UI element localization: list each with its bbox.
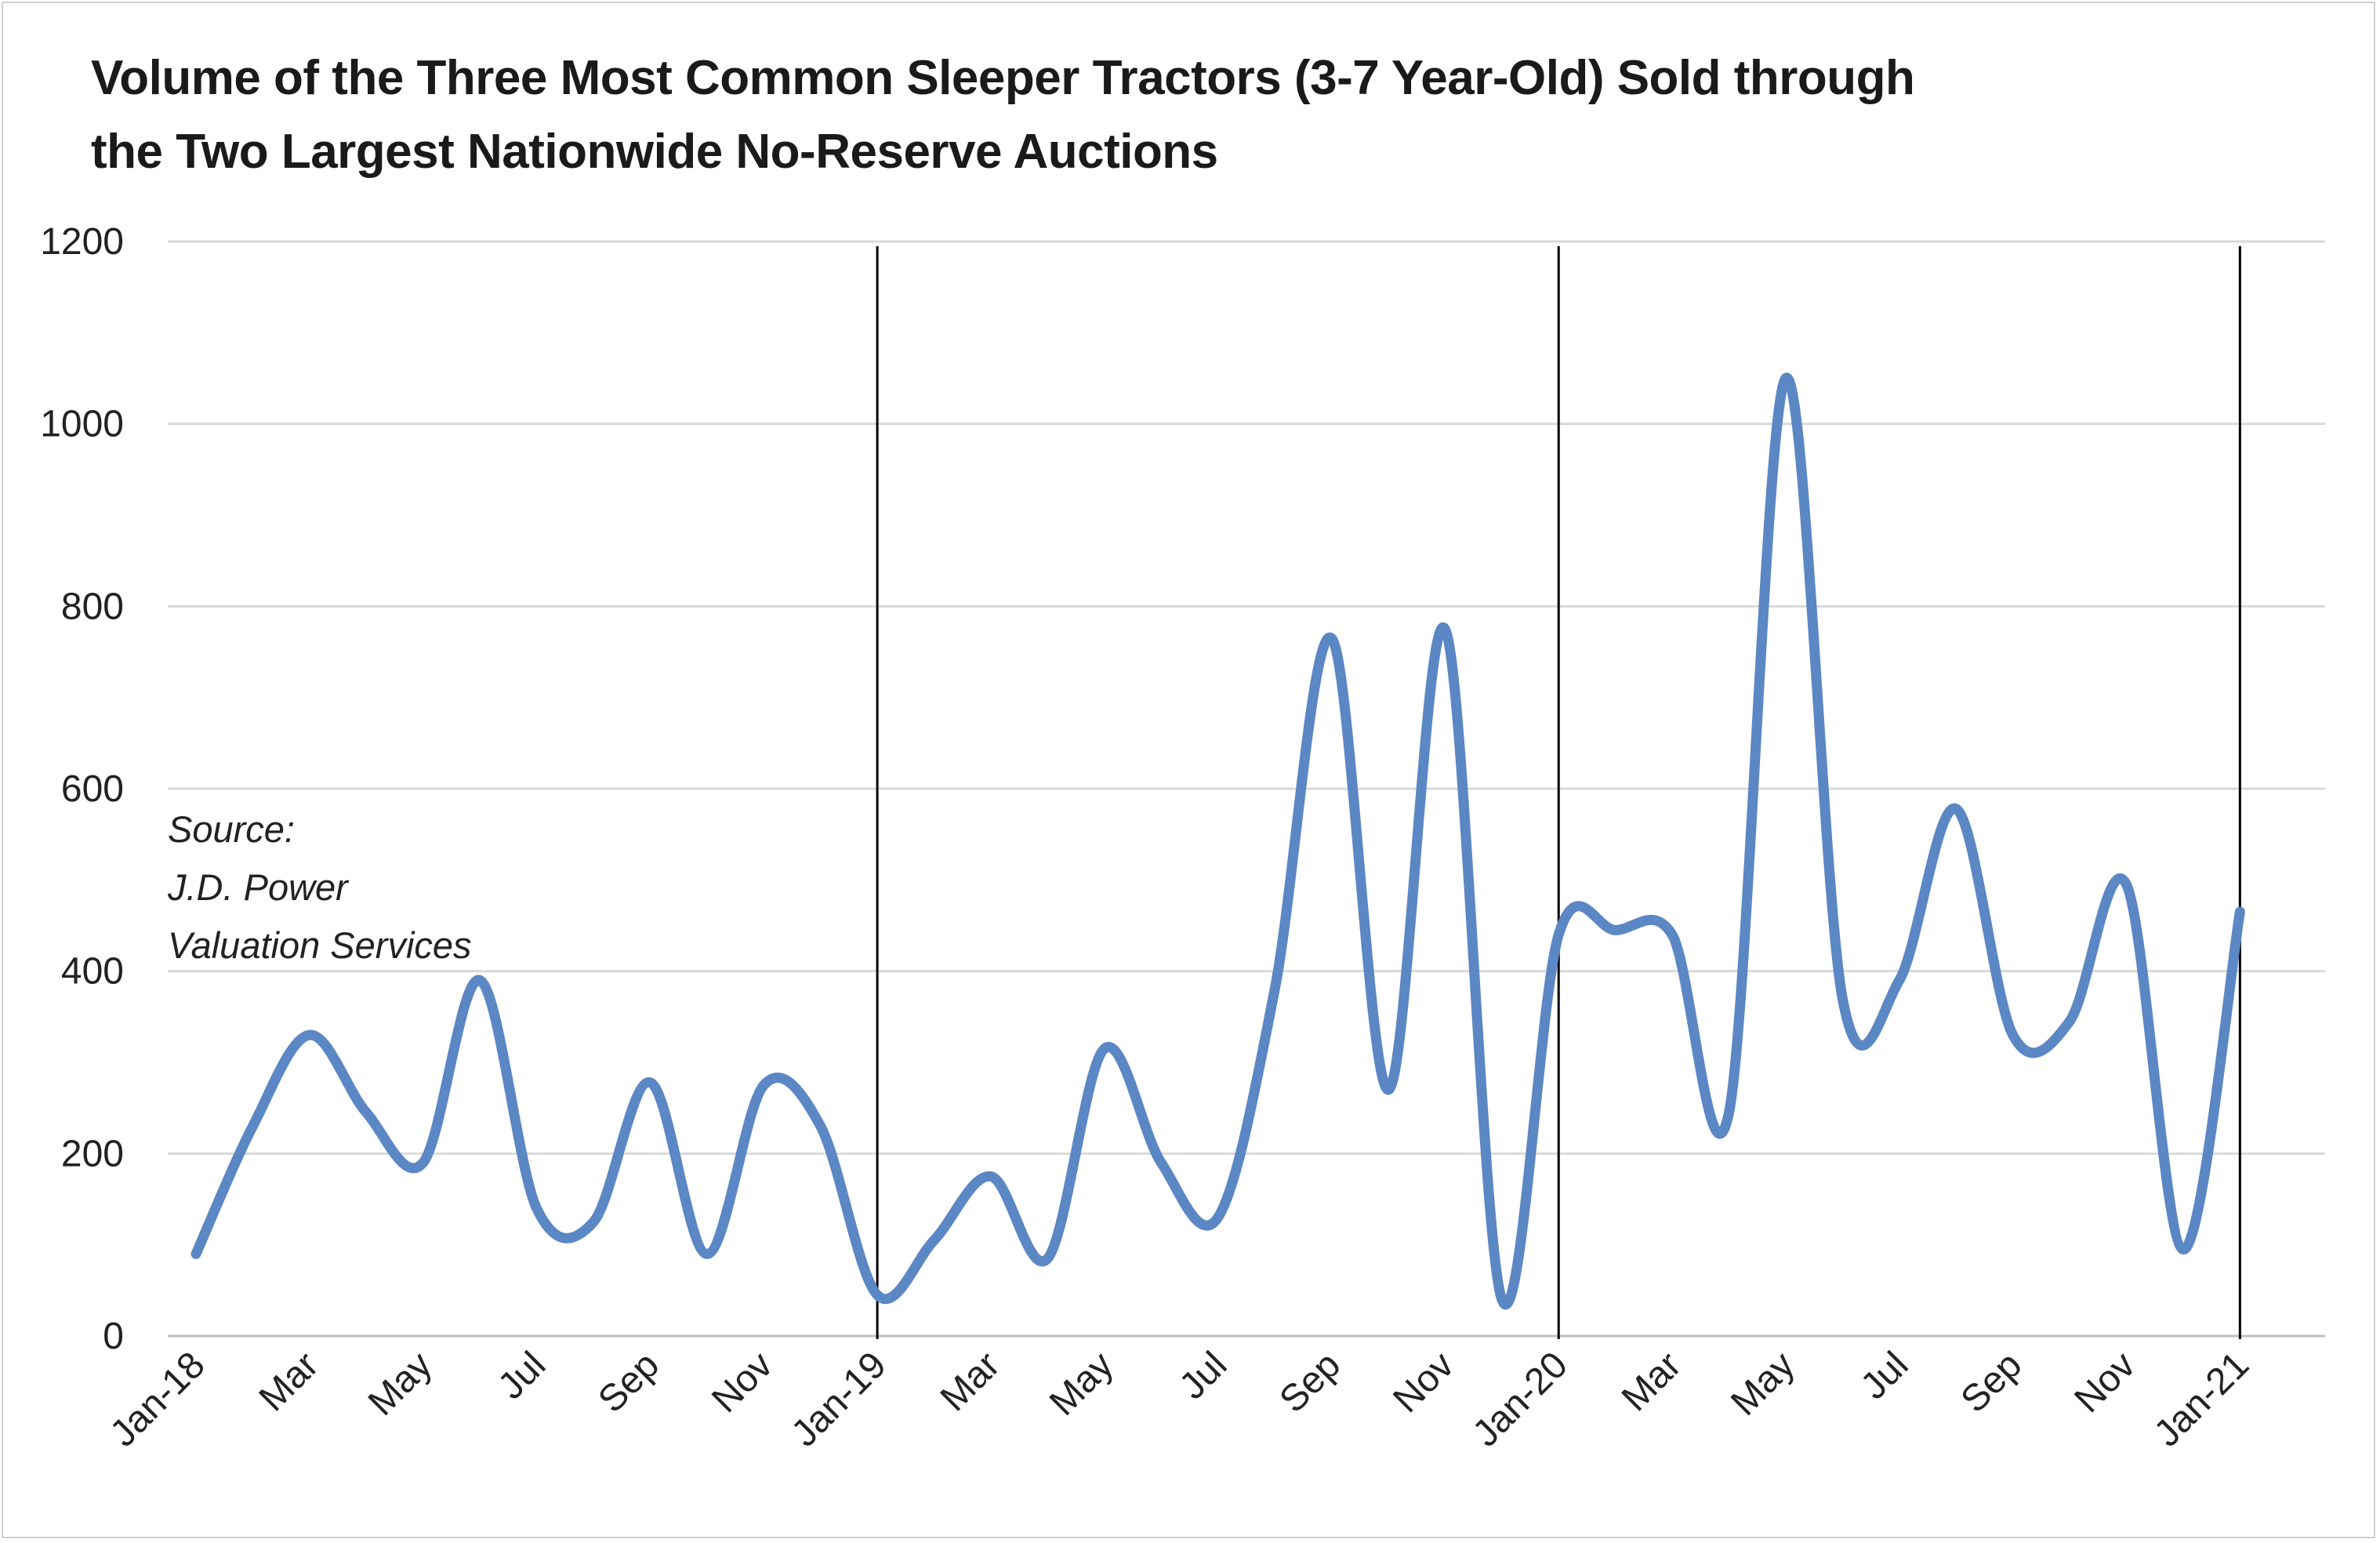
data-point (990, 1175, 992, 1177)
chart-title-line-1: Volume of the Three Most Common Sleeper … (91, 51, 1915, 105)
source-name: J.D. Power (168, 866, 348, 908)
x-tick-label: Jan-19 (784, 1344, 894, 1454)
x-tick-label: May (1042, 1344, 1122, 1424)
data-point (365, 1112, 367, 1113)
data-point (252, 1125, 253, 1127)
x-tick-label: Jan-20 (1465, 1344, 1576, 1454)
data-point (2126, 884, 2128, 885)
data-point (1955, 808, 1957, 810)
series-line (190, 372, 2245, 1310)
data-point (479, 979, 481, 981)
data-point (1047, 1258, 1048, 1259)
x-tick-label: Sep (1954, 1344, 2030, 1421)
y-tick-label: 0 (103, 1316, 124, 1357)
y-axis-ticks: 0 200 400 600 800 1000 1200 (40, 221, 124, 1357)
data-point (1444, 628, 1446, 630)
series-layer (190, 372, 2245, 1310)
data-point (876, 1294, 878, 1296)
x-tick-label: Mar (1614, 1344, 1689, 1419)
x-tick-label: Jul (490, 1344, 553, 1407)
data-point (2182, 1248, 2184, 1250)
gridlines (168, 240, 2325, 1338)
y-tick-label: 1000 (40, 404, 124, 445)
data-point (1841, 998, 1843, 1000)
x-tick-label: Jul (1853, 1344, 1917, 1407)
data-point (536, 1207, 538, 1209)
data-point (649, 1082, 651, 1084)
x-tick-label: Jul (1172, 1344, 1235, 1407)
y-tick-label: 600 (61, 768, 124, 810)
data-point (1501, 1298, 1503, 1300)
x-tick-label: Sep (590, 1344, 667, 1421)
data-point (1160, 1162, 1162, 1164)
x-tick-label: Jan-18 (103, 1344, 213, 1454)
data-point (1615, 929, 1616, 931)
data-point (2012, 1034, 2014, 1036)
x-tick-label: May (361, 1344, 441, 1424)
data-point (1217, 1217, 1219, 1218)
source-label: Source: (168, 808, 295, 850)
x-tick-label: Jan-21 (2146, 1344, 2257, 1454)
year-dividers (876, 246, 2241, 1339)
x-tick-label: Nov (2066, 1344, 2143, 1421)
data-point (1104, 1048, 1105, 1050)
x-tick-label: Sep (1272, 1344, 1348, 1421)
x-axis-ticks: Jan-18 Mar May Jul Sep Nov Jan-19 Mar May Jul Sep N… (103, 1344, 2258, 1454)
x-tick-label: Nov (704, 1344, 781, 1421)
data-point (1331, 637, 1333, 639)
source-department: Valuation Services (168, 924, 472, 966)
x-tick-label: Mar (252, 1344, 327, 1419)
y-tick-label: 200 (61, 1133, 124, 1174)
chart-title-line-2: the Two Largest Nationwide No-Reserve Au… (91, 125, 1218, 179)
x-tick-label: Nov (1385, 1344, 1462, 1421)
data-point (820, 1125, 822, 1127)
y-tick-label: 800 (61, 586, 124, 627)
data-point (1785, 378, 1787, 379)
y-tick-label: 400 (61, 951, 124, 993)
y-tick-label: 1200 (40, 221, 124, 263)
x-tick-label: Mar (933, 1344, 1008, 1419)
data-point (309, 1034, 310, 1036)
x-tick-label: May (1723, 1344, 1803, 1424)
